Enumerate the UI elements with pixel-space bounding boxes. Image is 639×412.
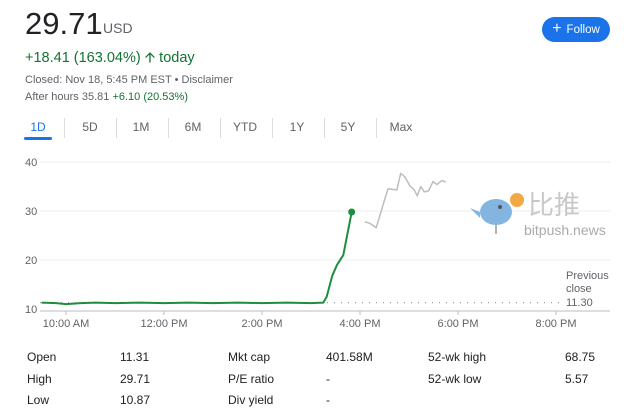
previous-close-value: 11.30 xyxy=(566,297,593,309)
tab-divider xyxy=(116,118,117,138)
stat-value-52wk-low: 5.57 xyxy=(565,372,589,386)
tab-divider xyxy=(376,118,377,138)
stat-value-open: 11.31 xyxy=(120,350,150,364)
tab-5y[interactable]: 5Y xyxy=(340,120,356,134)
stat-label-52wk-low: 52-wk low xyxy=(428,372,482,386)
stat-value-div-yield: - xyxy=(326,393,330,407)
stat-value-high: 29.71 xyxy=(120,372,151,386)
x-tick-label: 12:00 PM xyxy=(140,318,187,330)
stat-label-div-yield: Div yield xyxy=(228,393,274,407)
stat-label-pe-ratio: P/E ratio xyxy=(228,372,275,386)
separator: • xyxy=(171,74,182,86)
last-price-dot xyxy=(348,208,356,216)
tab-divider xyxy=(64,118,65,138)
watermark-url: bitpush.news xyxy=(524,222,606,238)
closed-text: Closed: Nov 18, 5:45 PM EST xyxy=(25,74,172,86)
active-tab-indicator xyxy=(24,137,52,140)
previous-close-label: Previous xyxy=(566,270,609,282)
x-tick-label: 2:00 PM xyxy=(242,318,283,330)
change-value: +18.41 (163.04%) xyxy=(25,50,141,66)
x-tick-label: 4:00 PM xyxy=(340,318,381,330)
y-tick-label: 40 xyxy=(25,157,37,169)
y-tick-label: 20 xyxy=(25,255,37,267)
tab-5d[interactable]: 5D xyxy=(82,120,98,134)
stat-value-pe-ratio: - xyxy=(326,372,330,386)
tab-divider xyxy=(324,118,325,138)
tab-1m[interactable]: 1M xyxy=(132,120,150,134)
stat-value-low: 10.87 xyxy=(120,393,151,407)
previous-close-label: close xyxy=(566,283,592,295)
follow-label: Follow xyxy=(566,23,600,36)
tab-ytd[interactable]: YTD xyxy=(233,120,257,134)
stat-value-52wk-high: 68.75 xyxy=(565,350,596,364)
follow-button[interactable]: + Follow xyxy=(542,17,610,42)
currency: USD xyxy=(103,20,133,36)
price-change: +18.41 (163.04%) 🡩 today xyxy=(25,47,195,72)
stat-label-high: High xyxy=(27,372,52,386)
price-chart[interactable]: 40 30 20 10 10:00 AM 12:00 PM 2:00 PM 4:… xyxy=(0,0,639,340)
y-tick-label: 30 xyxy=(25,206,37,218)
after-hours-price: After hours 35.81 xyxy=(25,91,110,103)
x-tick-label: 10:00 AM xyxy=(43,318,89,330)
watermark-bird-icon xyxy=(470,193,524,234)
after-hours-price-line xyxy=(364,172,447,229)
x-tick-label: 8:00 PM xyxy=(536,318,577,330)
stat-value-mkt-cap: 401.58M xyxy=(326,350,373,364)
arrow-up-icon: 🡩 xyxy=(144,50,156,66)
regular-price-line xyxy=(41,211,353,306)
tab-6m[interactable]: 6M xyxy=(184,120,202,134)
stat-label-52wk-high: 52-wk high xyxy=(428,350,487,364)
tab-divider xyxy=(272,118,273,138)
tab-1d[interactable]: 1D xyxy=(30,120,46,134)
tab-divider xyxy=(168,118,169,138)
stat-label-low: Low xyxy=(27,393,50,407)
tab-1y[interactable]: 1Y xyxy=(289,120,305,134)
disclaimer-link[interactable]: Disclaimer xyxy=(181,74,233,86)
plus-icon: + xyxy=(552,20,562,37)
stat-label-open: Open xyxy=(27,350,57,364)
x-tick-label: 6:00 PM xyxy=(438,318,479,330)
after-hours: After hours 35.81 +6.10 (20.53%) xyxy=(25,91,188,103)
change-period: today xyxy=(159,50,195,66)
stock-price: 29.71 xyxy=(25,6,103,41)
after-hours-change: +6.10 (20.53%) xyxy=(112,91,188,103)
tab-max[interactable]: Max xyxy=(389,120,413,134)
watermark-logo: 比推 xyxy=(528,190,581,220)
market-status: Closed: Nov 18, 5:45 PM EST • Disclaimer xyxy=(25,74,233,86)
tab-divider xyxy=(220,118,221,138)
stat-label-mkt-cap: Mkt cap xyxy=(228,350,271,364)
y-tick-label: 10 xyxy=(25,304,37,316)
